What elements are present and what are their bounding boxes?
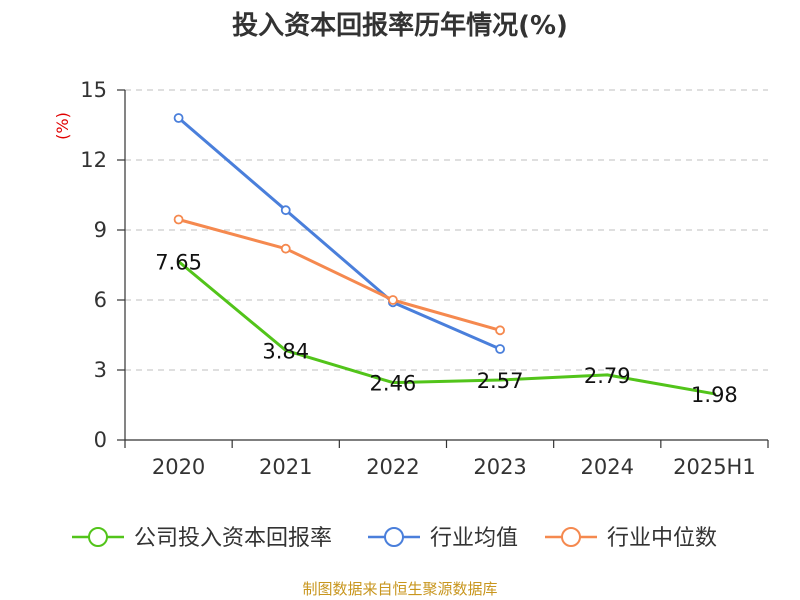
data-label-2023: 2.57 [477,369,524,393]
series-line-1 [177,116,502,351]
source-note: 制图数据来自恒生聚源数据库 [302,580,497,598]
series-2-point-2020 [173,214,184,225]
legend-marker-2 [561,527,581,547]
x-tick-label-2022: 2022 [366,455,419,479]
y-tick-label-9: 9 [94,218,107,242]
chart-title: 投入资本回报率历年情况(%) [232,10,568,41]
axes: 0 3 6 9 12 15 2020 2021 2022 2023 2024 2025H1 [80,78,769,479]
series-1-point-2023 [495,344,505,354]
y-axis-unit-label: (%) [53,112,72,140]
series-2-point-2023 [495,325,505,336]
legend-marker-0 [88,527,108,547]
series-2-point-2022 [388,295,398,305]
legend: 公司投入资本回报率 行业均值 行业中位数 [72,526,717,551]
y-tick-label-15: 15 [80,78,107,102]
data-label-2022: 2.46 [370,372,417,396]
series-1-point-2020 [173,113,184,123]
series-1-point-2021 [280,205,291,216]
legend-label-0: 公司投入资本回报率 [134,526,332,551]
x-tick-label-2020: 2020 [152,455,205,479]
data-label-2024: 2.79 [584,364,631,388]
x-tick-label-2021: 2021 [259,455,312,479]
legend-label-2: 行业中位数 [607,526,717,551]
data-label-2020: 7.65 [155,251,202,275]
series-line-2 [177,218,502,332]
y-tick-label-12: 12 [80,148,107,172]
legend-marker-1 [384,527,404,547]
x-tick-label-2025H1: 2025H1 [673,455,756,479]
data-label-2025H1: 1.98 [691,383,738,407]
series-lines [173,113,716,396]
y-tick-label-6: 6 [94,288,107,312]
series-line-0 [177,260,716,396]
x-tick-label-2023: 2023 [473,455,526,479]
y-tick-label-3: 3 [94,358,107,382]
x-tick-label-2024: 2024 [581,455,634,479]
grid-lines [125,89,768,371]
data-labels: 7.65 3.84 2.46 2.57 2.79 1.98 [155,251,738,407]
data-label-2021: 3.84 [262,339,309,363]
y-tick-label-0: 0 [94,428,107,452]
series-2-point-2021 [280,243,291,254]
legend-label-1: 行业均值 [430,526,518,551]
